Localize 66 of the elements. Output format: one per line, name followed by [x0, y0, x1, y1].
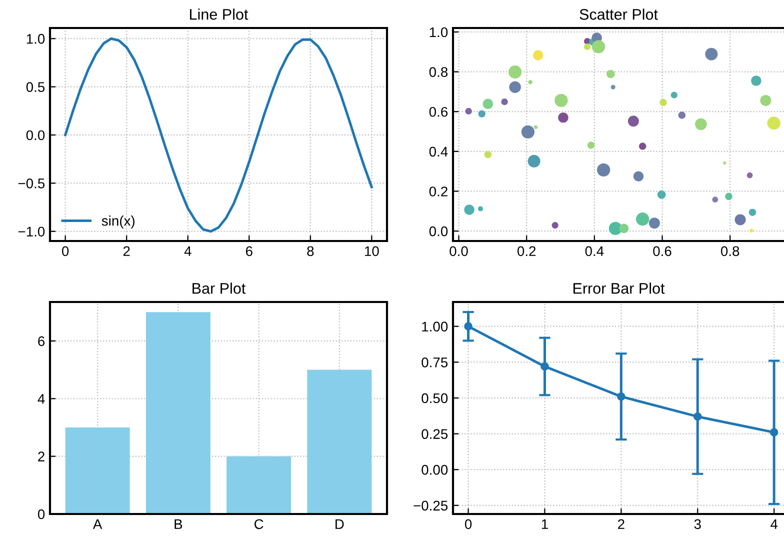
- x-tick-label: 2: [123, 246, 130, 256]
- y-tick-label: 0.00: [422, 464, 448, 475]
- chart-title: Bar Plot: [192, 282, 246, 294]
- y-tick-label: 0.4: [429, 146, 448, 157]
- x-tick-label: 10: [365, 246, 379, 256]
- bar: [307, 370, 372, 514]
- point: [533, 50, 544, 60]
- point: [725, 192, 732, 200]
- chart-title: Error Bar Plot: [573, 282, 665, 294]
- x-tick-label: A: [92, 519, 102, 529]
- x-tick-label: 0: [62, 246, 69, 256]
- y-tick-label: 0.6: [429, 106, 448, 117]
- x-tick-label: 1: [542, 519, 548, 529]
- point: [751, 76, 762, 86]
- bar: [226, 456, 292, 514]
- y-tick-label: 2: [38, 452, 44, 462]
- y-tick-label: 4: [38, 394, 45, 404]
- x-tick-label: 0.6: [653, 246, 672, 256]
- y-tick-label: 0.0: [26, 130, 45, 140]
- x-tick-label: 0.2: [517, 246, 536, 256]
- x-tick-label: 2: [618, 519, 624, 529]
- point: [558, 112, 568, 123]
- x-tick-label: 0.0: [450, 246, 468, 256]
- y-tick-label: 0.8: [429, 67, 448, 77]
- point: [660, 98, 667, 106]
- legend-label: sin(x): [102, 216, 134, 228]
- x-tick-label: 4: [770, 519, 778, 529]
- point: [638, 142, 646, 150]
- y-tick-label: 6: [38, 336, 45, 346]
- point: [478, 110, 486, 118]
- x-tick-label: 8: [307, 246, 314, 256]
- point: [587, 142, 595, 149]
- x-tick-label: 6: [246, 246, 252, 256]
- y-tick-label: 0.75: [422, 357, 448, 368]
- x-tick-label: 0.8: [720, 246, 740, 256]
- point: [748, 208, 756, 216]
- bar: [146, 312, 210, 514]
- x-tick-label: 0.4: [585, 246, 604, 256]
- y-tick-label: 0.5: [26, 82, 45, 92]
- point: [678, 112, 686, 119]
- x-tick-label: 3: [694, 519, 701, 530]
- x-tick-label: C: [254, 519, 264, 530]
- y-tick-label: 0.2: [429, 186, 448, 196]
- bar: [65, 427, 130, 514]
- chart-title: Scatter Plot: [580, 8, 658, 20]
- y-tick-label: 1.00: [422, 322, 448, 332]
- x-tick-label: B: [174, 519, 182, 529]
- point: [606, 70, 615, 78]
- y-tick-label: 0: [38, 509, 45, 520]
- y-tick-label: 0.25: [422, 429, 448, 439]
- point: [657, 190, 666, 199]
- x-tick-label: D: [336, 519, 344, 529]
- point: [464, 204, 474, 215]
- point: [484, 150, 492, 158]
- y-tick-label: −0.25: [414, 500, 448, 511]
- y-tick-label: 1.0: [26, 34, 45, 44]
- y-tick-label: 0.0: [429, 226, 448, 236]
- y-tick-label: 1.0: [430, 27, 448, 38]
- line-series: [64, 37, 373, 233]
- y-tick-label: 0.50: [422, 393, 448, 404]
- y-tick-label: −0.5: [18, 178, 45, 188]
- point: [619, 224, 629, 234]
- x-tick-label: 4: [184, 246, 192, 256]
- y-tick-label: −1.0: [18, 226, 45, 237]
- chart-title: Line Plot: [190, 8, 248, 20]
- x-tick-label: 0: [464, 519, 472, 530]
